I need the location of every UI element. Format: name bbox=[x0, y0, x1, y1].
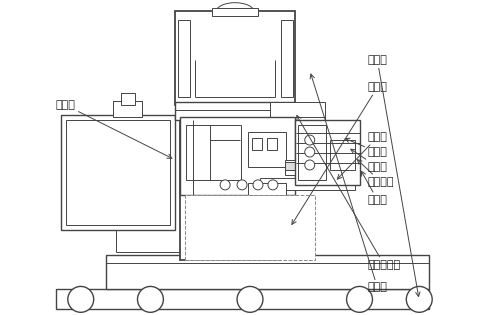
Bar bbox=[330, 140, 354, 170]
Circle shape bbox=[237, 286, 263, 312]
Bar bbox=[176, 11, 295, 105]
Bar bbox=[180, 117, 295, 195]
Bar bbox=[285, 160, 354, 175]
Circle shape bbox=[220, 180, 230, 190]
Circle shape bbox=[346, 286, 372, 312]
Bar bbox=[178, 20, 190, 97]
Bar bbox=[260, 178, 354, 190]
Bar bbox=[120, 93, 134, 105]
Bar bbox=[112, 101, 142, 117]
Circle shape bbox=[305, 160, 314, 170]
Bar bbox=[186, 195, 314, 260]
Bar bbox=[285, 162, 350, 170]
Bar bbox=[281, 20, 293, 97]
Text: 储米器: 储米器 bbox=[310, 74, 388, 292]
Circle shape bbox=[406, 286, 432, 312]
Bar bbox=[66, 120, 170, 225]
Text: 传送带: 传送带 bbox=[368, 55, 420, 296]
Bar bbox=[298, 125, 326, 180]
Circle shape bbox=[305, 147, 314, 157]
Text: 机械手: 机械手 bbox=[56, 100, 172, 158]
Bar bbox=[176, 102, 295, 120]
Circle shape bbox=[68, 286, 94, 312]
Text: 电磁阀: 电磁阀 bbox=[345, 138, 388, 157]
Bar bbox=[106, 255, 429, 289]
Text: 压力传感器: 压力传感器 bbox=[297, 116, 401, 270]
Bar bbox=[180, 31, 280, 260]
Circle shape bbox=[253, 180, 263, 190]
Bar bbox=[212, 8, 258, 16]
Text: 进水口: 进水口 bbox=[362, 171, 388, 205]
Text: 滤水膜: 滤水膜 bbox=[351, 149, 388, 172]
Text: 淘米机构: 淘米机构 bbox=[358, 160, 394, 187]
Bar bbox=[270, 117, 324, 127]
Circle shape bbox=[305, 135, 314, 145]
Bar bbox=[252, 138, 262, 150]
Bar bbox=[270, 102, 324, 120]
Bar bbox=[56, 289, 429, 309]
Bar bbox=[186, 125, 241, 180]
Bar bbox=[295, 120, 360, 185]
Circle shape bbox=[237, 180, 247, 190]
Bar bbox=[267, 138, 277, 150]
Text: 煮饭器: 煮饭器 bbox=[292, 82, 388, 224]
Text: 出水口: 出水口 bbox=[338, 132, 388, 179]
Bar bbox=[61, 115, 176, 230]
Circle shape bbox=[138, 286, 164, 312]
Circle shape bbox=[268, 180, 278, 190]
Bar bbox=[248, 183, 286, 195]
Bar bbox=[248, 132, 286, 167]
